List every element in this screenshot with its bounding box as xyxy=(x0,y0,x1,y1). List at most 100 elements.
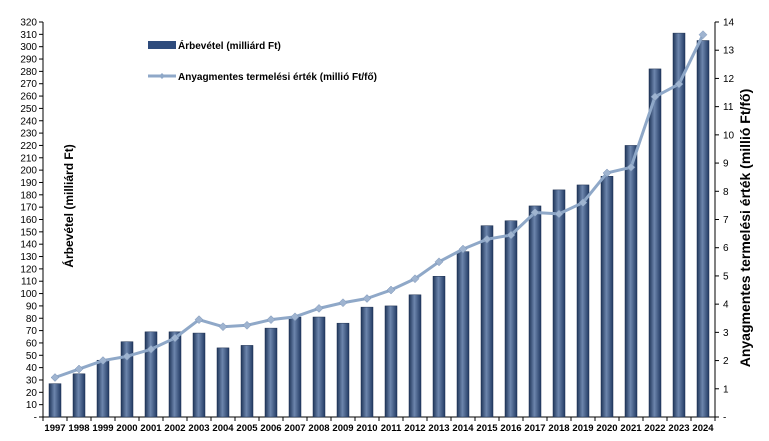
bar xyxy=(576,184,590,418)
x-tick-label: 1998 xyxy=(68,423,89,434)
line-series xyxy=(50,30,708,382)
x-tick-label: 2017 xyxy=(524,423,545,434)
x-tick-label: 2015 xyxy=(476,423,498,434)
left-tick-label: 120 xyxy=(20,264,37,275)
x-axis: 1997 1998 1999 2000 2001 2002 2003 2004 2005 2006… xyxy=(42,417,716,434)
bar xyxy=(336,322,350,418)
x-tick-label: 2022 xyxy=(644,423,665,434)
line-point xyxy=(410,274,420,284)
line-point xyxy=(290,312,300,322)
bar-series xyxy=(48,32,710,418)
line-point xyxy=(74,364,84,374)
line-point xyxy=(386,285,396,295)
x-tick-label: 2014 xyxy=(452,423,474,434)
x-tick-label: 2013 xyxy=(428,423,449,434)
right-tick-label: 8 xyxy=(723,187,729,198)
left-tick-label: 260 xyxy=(20,92,37,103)
line-point xyxy=(674,79,684,89)
x-tick-label: 2000 xyxy=(116,423,137,434)
left-tick-label: 190 xyxy=(20,178,37,189)
bar xyxy=(624,145,638,418)
x-tick-label: 2016 xyxy=(500,423,521,434)
left-tick-label: 60 xyxy=(26,338,38,349)
line-point xyxy=(506,230,516,240)
x-tick-label: 2020 xyxy=(596,423,617,434)
left-tick-label: 180 xyxy=(20,190,37,201)
left-axis-title: Árbevétel (milliárd Ft) xyxy=(61,144,76,267)
bar xyxy=(528,205,542,418)
right-axis-title: Anyagmentes termelési érték (millió Ft/f… xyxy=(737,89,753,368)
plot-area xyxy=(42,22,716,418)
right-tick-label: 5 xyxy=(723,271,729,282)
right-tick-label: 9 xyxy=(723,159,729,170)
left-tick-label: 200 xyxy=(20,166,37,177)
left-tick-label: 150 xyxy=(20,227,37,238)
bar xyxy=(120,341,134,418)
line-point xyxy=(98,356,108,365)
left-tick-label: 210 xyxy=(20,153,37,164)
bar xyxy=(384,305,398,418)
bar xyxy=(672,32,686,418)
left-tick-label: 10 xyxy=(26,400,38,411)
line-point xyxy=(50,373,60,382)
left-tick-label: 220 xyxy=(20,141,37,152)
line-point xyxy=(362,294,372,303)
right-tick-label: 2 xyxy=(723,356,729,367)
right-tick-label: 11 xyxy=(723,102,734,113)
left-tick-label: 170 xyxy=(20,203,37,214)
x-tick-label: 2007 xyxy=(284,423,305,434)
left-tick-label: 130 xyxy=(20,252,37,263)
left-tick-label: 250 xyxy=(20,104,37,115)
x-tick-label: 2019 xyxy=(572,423,593,434)
line-point xyxy=(314,304,324,313)
bar xyxy=(696,40,710,418)
x-tick-label: 2024 xyxy=(692,423,714,434)
left-tick-label: 90 xyxy=(26,301,38,312)
left-tick-label: 40 xyxy=(26,363,38,374)
right-tick-label: 1 xyxy=(723,384,729,395)
left-tick-label: 50 xyxy=(26,351,38,362)
right-tick-label: 12 xyxy=(723,74,735,85)
right-tick-label: 6 xyxy=(723,243,729,254)
legend-bar-swatch xyxy=(148,41,176,49)
left-tick-label: 70 xyxy=(26,326,38,337)
legend-bar-label: Árbevétel (milliárd Ft) xyxy=(178,39,281,52)
left-tick-label: 310 xyxy=(20,30,37,41)
line-point xyxy=(626,162,636,172)
left-tick-label: 30 xyxy=(26,375,38,386)
line-point xyxy=(338,298,348,308)
line-point xyxy=(602,168,612,178)
left-tick-label: 80 xyxy=(26,314,38,325)
right-tick-label: 13 xyxy=(723,46,735,57)
bar xyxy=(144,331,158,418)
x-tick-label: 2012 xyxy=(404,423,425,434)
line-point xyxy=(482,234,492,244)
line-point xyxy=(194,315,204,325)
left-tick-label: 110 xyxy=(21,277,37,288)
bar xyxy=(264,327,278,418)
x-tick-label: 2001 xyxy=(140,423,162,434)
bar xyxy=(648,68,662,418)
bar xyxy=(168,331,182,418)
left-tick-label: 160 xyxy=(20,215,37,226)
right-tick-label: 14 xyxy=(723,18,735,29)
left-tick-label: 100 xyxy=(20,289,37,300)
left-tick-label: 230 xyxy=(20,129,37,140)
bar xyxy=(288,316,302,418)
x-tick-label: 2010 xyxy=(356,423,377,434)
x-tick-label: 2006 xyxy=(260,423,281,434)
x-tick-label: 2011 xyxy=(381,423,402,434)
x-tick-label: 2021 xyxy=(620,423,642,434)
left-tick-label: 300 xyxy=(20,42,37,53)
left-tick-label: 280 xyxy=(20,67,37,78)
line-path xyxy=(54,34,705,379)
line-point xyxy=(146,344,156,354)
line-point xyxy=(554,209,564,219)
bar xyxy=(72,373,86,418)
bar xyxy=(504,220,518,418)
x-tick-label: 1999 xyxy=(92,423,113,434)
left-tick-label: 140 xyxy=(20,240,37,251)
line-point xyxy=(578,198,588,207)
